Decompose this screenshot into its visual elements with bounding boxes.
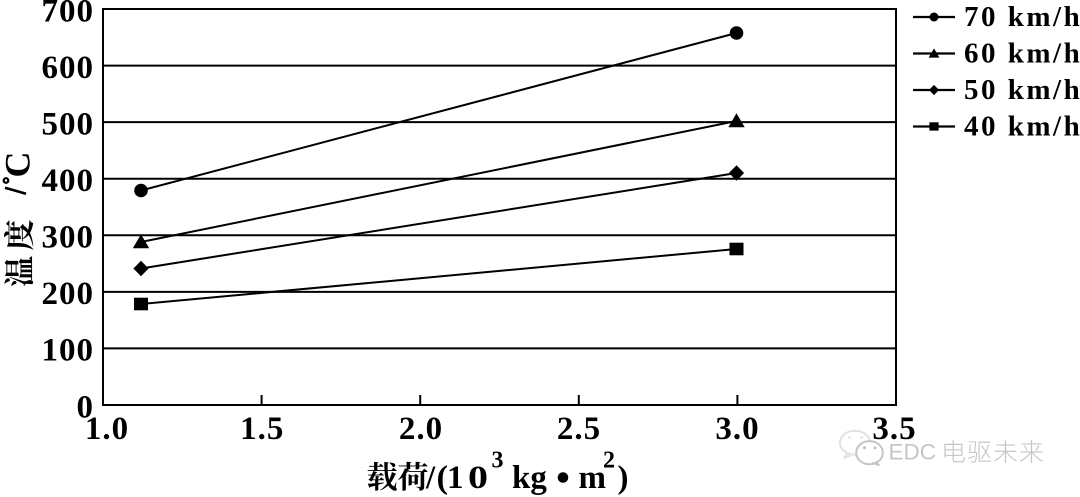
svg-text:300: 300 [42, 220, 95, 256]
svg-text:50 km/h: 50 km/h [964, 74, 1080, 106]
svg-text:1: 1 [447, 460, 464, 496]
svg-text:C: C [0, 152, 38, 178]
svg-text:(: ( [437, 460, 449, 496]
svg-text:2.0: 2.0 [399, 411, 443, 447]
svg-text:70 km/h: 70 km/h [964, 1, 1080, 33]
svg-text:2.5: 2.5 [557, 411, 601, 447]
svg-text:600: 600 [42, 50, 95, 86]
svg-text:/: / [425, 460, 436, 496]
svg-text:3: 3 [492, 448, 504, 474]
svg-text:0: 0 [468, 460, 488, 496]
svg-text:m: m [579, 460, 607, 496]
svg-text:): ) [618, 460, 629, 496]
svg-text:EDC: EDC [889, 440, 937, 465]
svg-text:3.5: 3.5 [872, 411, 916, 447]
svg-text:3.0: 3.0 [715, 411, 759, 447]
svg-text:kg: kg [512, 460, 547, 496]
svg-text:700: 700 [42, 0, 95, 29]
svg-text:200: 200 [42, 276, 95, 312]
svg-text:1.5: 1.5 [240, 411, 284, 447]
svg-text:1.0: 1.0 [85, 411, 129, 447]
svg-text:100: 100 [42, 333, 95, 369]
svg-text:60 km/h: 60 km/h [964, 37, 1080, 69]
svg-text:2: 2 [603, 448, 615, 474]
svg-text:400: 400 [42, 163, 95, 199]
svg-text:500: 500 [42, 106, 95, 142]
svg-text:0: 0 [77, 389, 95, 425]
svg-text:40 km/h: 40 km/h [964, 110, 1080, 142]
